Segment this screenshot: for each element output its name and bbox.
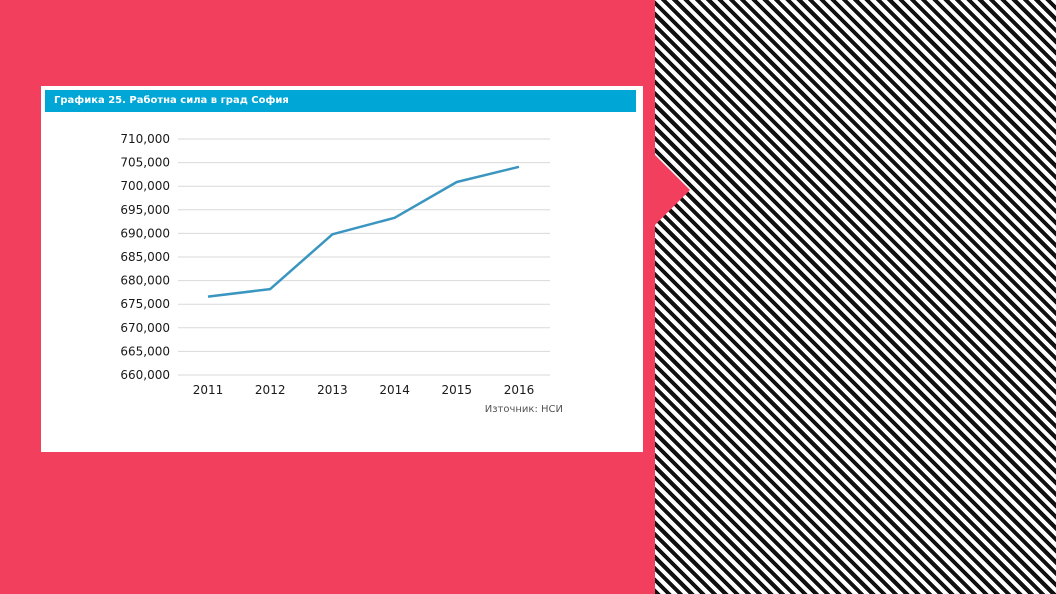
y-tick-label: 685,000 <box>120 250 170 264</box>
x-axis-ticks: 2011 2012 2013 2014 2015 2016 <box>193 383 535 397</box>
y-tick-label: 695,000 <box>120 203 170 217</box>
x-tick-label: 2013 <box>317 383 348 397</box>
series-line <box>207 165 520 298</box>
x-tick-label: 2012 <box>255 383 286 397</box>
y-tick-label: 675,000 <box>120 297 170 311</box>
x-tick-label: 2016 <box>504 383 535 397</box>
x-tick-label: 2015 <box>442 383 473 397</box>
y-tick-label: 700,000 <box>120 179 170 193</box>
y-tick-label: 705,000 <box>120 156 170 170</box>
chart-title: Графика 25. Работна сила в град София <box>45 90 636 112</box>
y-tick-label: 680,000 <box>120 274 170 288</box>
y-tick-label: 710,000 <box>120 132 170 146</box>
series-group <box>207 165 520 298</box>
striped-background-panel <box>655 0 1056 594</box>
y-axis-ticks: 660,000 665,000 670,000 675,000 680,000 685,0… <box>120 132 170 382</box>
x-tick-label: 2011 <box>193 383 224 397</box>
grid-lines <box>178 138 550 376</box>
source-note: Източник: НСИ <box>485 404 563 415</box>
y-tick-label: 665,000 <box>120 344 170 358</box>
y-tick-label: 690,000 <box>120 226 170 240</box>
chart-card: Графика 25. Работна сила в град София 66… <box>41 86 643 452</box>
line-chart: 660,000 665,000 670,000 675,000 680,000 685,0… <box>120 132 563 415</box>
y-tick-label: 670,000 <box>120 321 170 335</box>
y-tick-label: 660,000 <box>120 368 170 382</box>
pointer-arrow-shape <box>655 155 690 225</box>
x-tick-label: 2014 <box>379 383 410 397</box>
